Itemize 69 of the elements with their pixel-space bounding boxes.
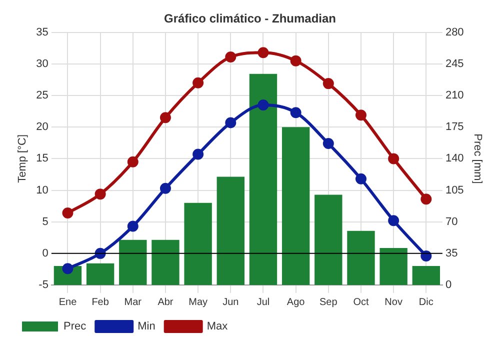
y2-tick-label: 70 bbox=[445, 216, 458, 228]
point bbox=[127, 220, 138, 232]
x-tick-label: Ene bbox=[58, 296, 78, 308]
legend-label: Max bbox=[206, 320, 228, 333]
point bbox=[355, 173, 366, 184]
chart-title: Gráfico climático - Zhumadian bbox=[164, 12, 336, 26]
y-axis-title: Temp [°C] bbox=[16, 134, 29, 183]
x-tick-label: Mar bbox=[124, 296, 142, 308]
y2-tick-label: 140 bbox=[445, 152, 464, 165]
y-tick-label: 25 bbox=[36, 90, 48, 102]
y2-tick-label: 280 bbox=[445, 26, 464, 38]
bar bbox=[412, 266, 440, 285]
y-tick-label: 35 bbox=[36, 26, 48, 38]
y-tick-label: 10 bbox=[36, 184, 48, 196]
x-tick-label: Jun bbox=[222, 296, 239, 308]
point bbox=[355, 110, 366, 121]
y-tick-label: 5 bbox=[42, 216, 48, 228]
x-tick-label: May bbox=[188, 296, 208, 308]
y2-tick-label: 175 bbox=[445, 121, 464, 134]
point bbox=[420, 194, 432, 205]
point bbox=[388, 215, 400, 226]
y2-axis-title: Prec [mm] bbox=[471, 134, 484, 184]
y2-tick-label: 210 bbox=[445, 90, 464, 102]
point bbox=[258, 100, 269, 111]
y2-tick-label: 245 bbox=[445, 58, 464, 70]
point bbox=[388, 153, 400, 164]
bar bbox=[282, 127, 310, 285]
point bbox=[322, 78, 334, 90]
x-tick-label: Abr bbox=[158, 296, 174, 308]
bar bbox=[347, 230, 375, 285]
point bbox=[160, 182, 171, 194]
point bbox=[192, 148, 204, 160]
point bbox=[62, 263, 74, 274]
point bbox=[192, 77, 204, 88]
x-tick-label: Jul bbox=[256, 296, 270, 308]
point bbox=[94, 188, 106, 200]
point bbox=[322, 138, 334, 150]
bar bbox=[119, 240, 147, 285]
x-tick-label: Nov bbox=[384, 296, 402, 308]
bar bbox=[216, 176, 244, 285]
legend-label: Prec bbox=[64, 320, 87, 333]
y-tick-label: 20 bbox=[36, 121, 48, 134]
y-tick-label: 30 bbox=[36, 58, 48, 70]
point bbox=[225, 117, 236, 128]
y-tick-label: -5 bbox=[38, 279, 48, 292]
point bbox=[127, 156, 138, 168]
x-tick-label: Dic bbox=[418, 296, 434, 308]
x-tick-label: Feb bbox=[92, 296, 110, 308]
y2-tick-label: 0 bbox=[445, 279, 452, 292]
point bbox=[225, 52, 236, 63]
legend-label: Min bbox=[138, 320, 156, 333]
point bbox=[258, 47, 269, 58]
bar bbox=[380, 248, 408, 285]
x-tick-label: Ago bbox=[286, 296, 306, 308]
point bbox=[160, 112, 171, 124]
bar bbox=[152, 240, 180, 285]
y-tick-label: 0 bbox=[42, 247, 48, 260]
y-tick-label: 15 bbox=[36, 152, 48, 165]
bar bbox=[184, 202, 212, 285]
x-tick-label: Sep bbox=[320, 296, 338, 308]
bar bbox=[86, 263, 114, 285]
y2-tick-label: 105 bbox=[445, 184, 464, 196]
x-tick-label: Oct bbox=[353, 296, 369, 308]
point bbox=[62, 208, 74, 219]
point bbox=[290, 107, 302, 118]
bar bbox=[314, 194, 342, 285]
point bbox=[290, 55, 302, 66]
bar bbox=[249, 74, 278, 285]
y2-tick-label: 35 bbox=[445, 247, 458, 260]
